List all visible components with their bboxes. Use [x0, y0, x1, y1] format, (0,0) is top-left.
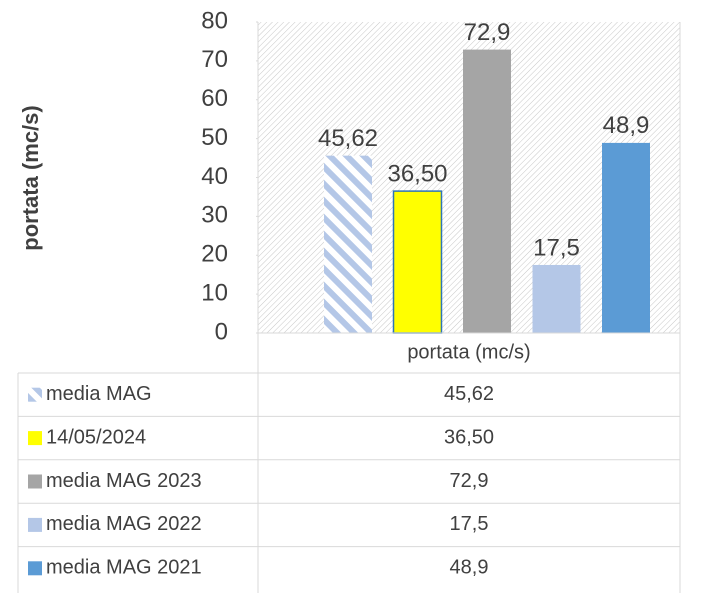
y-tick-label: 40	[201, 163, 228, 190]
value-label: 36,50	[387, 160, 447, 187]
category-label: portata (mc/s)	[407, 341, 530, 363]
bar	[532, 264, 581, 333]
y-axis-label: portata (mc/s)	[18, 105, 43, 250]
bar	[463, 49, 511, 333]
legend-label: media MAG 2022	[46, 513, 202, 535]
table-value: 72,9	[450, 470, 489, 492]
bar	[392, 190, 443, 334]
y-tick-label: 60	[201, 85, 228, 112]
y-tick-label: 30	[201, 202, 228, 229]
legend-label: media MAG	[46, 383, 152, 405]
table-value: 36,50	[444, 426, 494, 448]
legend-key	[28, 387, 42, 402]
legend-key	[28, 561, 42, 576]
legend-label: media MAG 2021	[46, 557, 202, 579]
legend-key	[28, 431, 42, 446]
bar	[602, 142, 650, 333]
value-label: 17,5	[533, 234, 580, 261]
bar	[324, 155, 372, 333]
table-value: 48,9	[450, 557, 489, 579]
value-label: 45,62	[318, 125, 378, 152]
y-tick-label: 70	[201, 46, 228, 73]
table-value: 17,5	[450, 513, 489, 535]
value-label: 48,9	[603, 112, 650, 139]
legend-label: 14/05/2024	[46, 426, 146, 448]
value-label: 72,9	[464, 19, 511, 46]
y-tick-label: 20	[201, 241, 228, 268]
legend-label: media MAG 2023	[46, 470, 202, 492]
legend-key	[28, 474, 42, 489]
y-tick-label: 80	[201, 7, 228, 34]
y-tick-label: 50	[201, 124, 228, 151]
y-tick-label: 10	[201, 279, 228, 306]
legend-key	[28, 517, 42, 532]
y-tick-label: 0	[215, 318, 228, 345]
table-value: 45,62	[444, 383, 494, 405]
